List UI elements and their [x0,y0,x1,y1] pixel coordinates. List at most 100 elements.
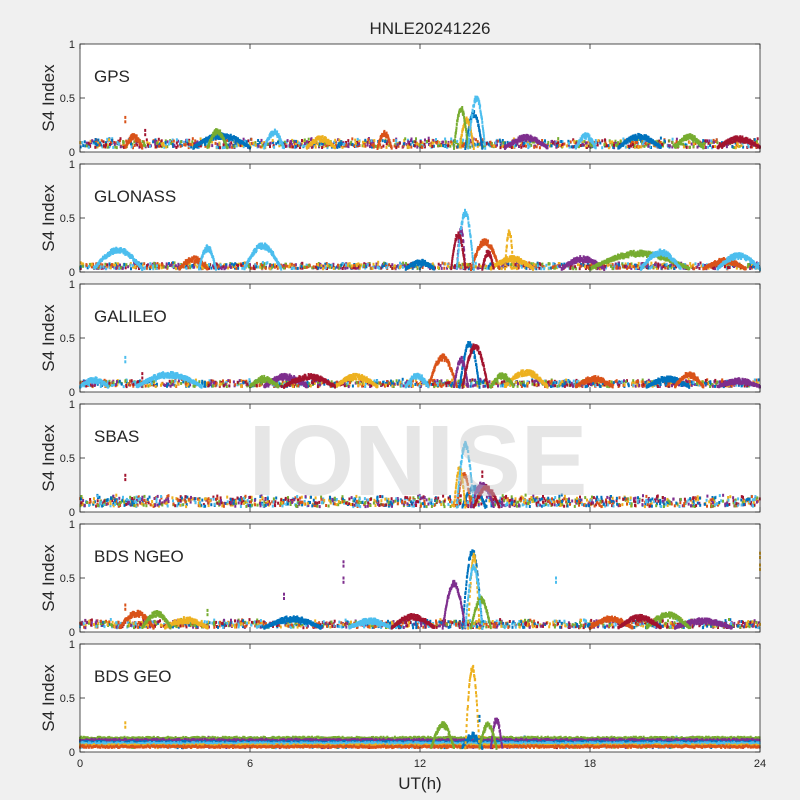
data-point [462,234,464,237]
data-point [631,265,633,268]
data-point [370,139,372,142]
data-point [358,142,360,145]
data-point [304,142,306,145]
data-point [466,138,468,141]
data-point [189,266,191,269]
data-point [485,265,487,268]
data-point [483,132,485,135]
data-point [382,139,384,142]
data-point [431,145,433,148]
data-point [572,267,574,270]
data-point [192,137,194,140]
data-point [372,267,374,270]
data-point [382,145,384,148]
data-point [727,266,729,269]
data-point [513,267,515,270]
data-point [349,265,351,268]
data-point [558,264,560,267]
data-point [457,117,459,120]
data-point [620,140,622,143]
data-point [163,144,165,147]
data-point [481,118,483,121]
data-point [622,138,624,141]
data-point [118,143,120,146]
data-point [468,263,470,266]
data-point [393,139,395,142]
data-point [124,116,126,119]
axes-background [80,44,760,152]
data-point [119,264,121,267]
data-point [231,263,233,266]
data-point [291,267,293,270]
data-point [363,145,365,148]
data-point [659,264,661,267]
data-point [250,267,252,270]
data-point [429,144,431,147]
data-point [433,268,435,271]
data-point [340,264,342,267]
data-point [317,263,319,266]
data-point [630,145,632,148]
data-point [216,146,218,149]
data-point [689,141,691,144]
data-point [532,267,534,270]
data-point [724,265,726,268]
data-point [757,137,759,140]
data-point [175,267,177,270]
data-point [186,267,188,270]
data-point [153,262,155,265]
data-point [363,264,365,267]
data-point [444,262,446,265]
data-point [395,139,397,142]
data-point [149,262,151,265]
data-point [348,142,350,145]
data-point [645,142,647,145]
data-point [386,146,388,149]
data-point [462,139,464,142]
data-point [732,145,734,148]
data-point [320,264,322,267]
data-point [673,267,675,270]
data-point [266,261,268,264]
data-point [500,146,502,149]
data-point [397,143,399,146]
data-point [566,144,568,147]
data-point [99,143,101,146]
data-point [102,265,104,268]
data-point [488,143,490,146]
data-point [601,146,603,149]
data-point [456,140,458,143]
data-point [475,262,477,265]
data-point [380,146,382,149]
data-point [504,263,506,266]
data-point [158,265,160,268]
data-point [408,146,410,149]
data-point [650,262,652,265]
data-point [255,265,257,268]
data-point [577,263,579,266]
data-point [130,267,132,270]
data-point [111,263,113,266]
data-point [597,144,599,147]
data-point [654,263,656,266]
data-point [672,141,674,144]
panel-label: GPS [94,67,130,86]
data-point [334,139,336,142]
data-point [688,267,690,270]
data-point [668,139,670,142]
data-point [345,264,347,267]
data-point [147,144,149,147]
data-point [218,142,220,145]
data-point [301,139,303,142]
data-point [521,266,523,269]
data-point [468,140,470,143]
data-point [481,147,483,150]
data-point [710,139,712,142]
data-point [613,144,615,147]
data-point [414,140,416,143]
data-point [122,267,124,270]
data-point [543,267,545,270]
data-point [177,145,179,148]
data-point [482,125,484,128]
